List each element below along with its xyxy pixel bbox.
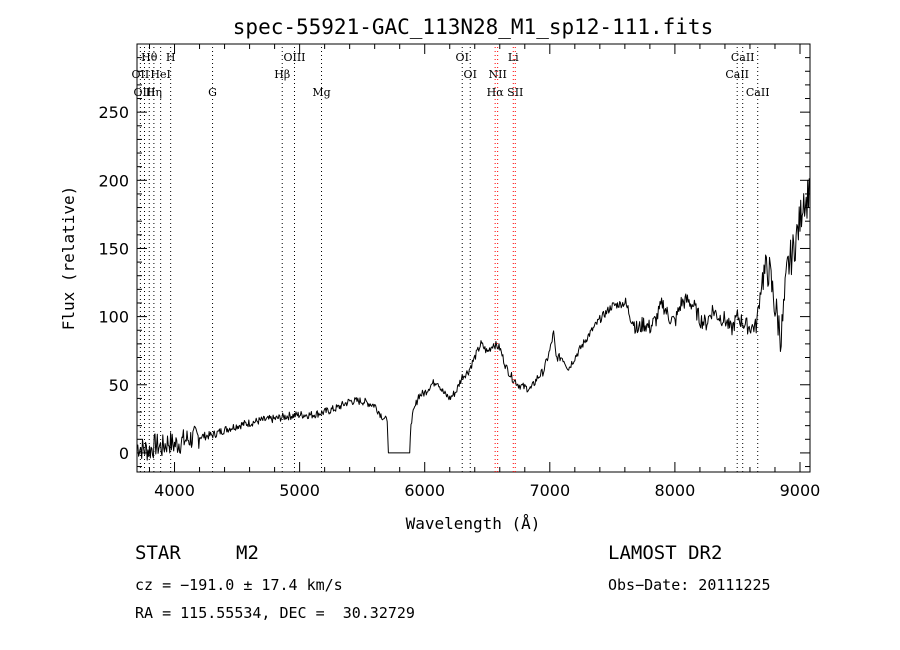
axis-ticks: 4000 5000 6000 7000 8000 9000 0 50 100 150 200 250 — [98, 44, 820, 500]
object-subclass: M2 — [236, 542, 259, 564]
spectrum-line — [136, 178, 811, 461]
spectral-line-label: G — [208, 86, 217, 99]
y-tick-label: 100 — [98, 308, 129, 327]
spectral-line-label: OIII — [133, 86, 155, 99]
spectral-line-label: Hθ — [141, 51, 158, 64]
spectral-line-label: Hα — [487, 86, 505, 99]
x-tick-label: 7000 — [529, 481, 570, 500]
observation-date: Obs−Date: 20111225 — [608, 576, 771, 594]
spectral-line-label: OI — [456, 51, 469, 64]
spectral-line-label: CaII — [731, 51, 755, 64]
spectral-line-label: SII — [507, 86, 523, 99]
y-tick-label: 200 — [98, 171, 129, 190]
x-tick-label: 6000 — [404, 481, 445, 500]
spectral-line-label: OII — [132, 68, 150, 81]
x-axis-label: Wavelength (Å) — [406, 514, 541, 533]
coordinates: RA = 115.55534, DEC = 30.32729 — [135, 604, 415, 622]
y-tick-label: 250 — [98, 103, 129, 122]
y-tick-label: 150 — [98, 239, 129, 258]
spectral-line-label: Li — [508, 51, 519, 64]
spectral-line-label: NII — [488, 68, 506, 81]
spectral-line-label: Mg — [312, 86, 330, 99]
spectral-line-label: Hη — [146, 86, 162, 99]
spectral-line-label: OI — [464, 68, 477, 81]
x-tick-label: 9000 — [780, 481, 821, 500]
spectral-line-label: CaII — [725, 68, 749, 81]
spectral-line-label: OIII — [283, 51, 305, 64]
x-tick-label: 4000 — [154, 481, 195, 500]
plot-frame — [136, 43, 811, 473]
chart-title: spec-55921-GAC_113N28_M1_sp12-111.fits — [233, 15, 713, 39]
spectral-line-label: Hβ — [274, 68, 290, 81]
survey-name: LAMOST DR2 — [608, 542, 723, 564]
x-tick-label: 8000 — [655, 481, 696, 500]
spectral-line-label: CaII — [746, 86, 770, 99]
object-class: STAR — [135, 542, 181, 564]
redshift-value: cz = −191.0 ± 17.4 km/s — [135, 576, 343, 594]
spectral-line-label: H — [166, 51, 176, 64]
y-axis-label: Flux (relative) — [59, 186, 78, 331]
spectrum-series — [136, 178, 811, 461]
y-tick-label: 0 — [119, 444, 129, 463]
spectral-line-label: HeI — [150, 68, 170, 81]
y-tick-label: 50 — [109, 376, 129, 395]
x-tick-label: 5000 — [279, 481, 320, 500]
